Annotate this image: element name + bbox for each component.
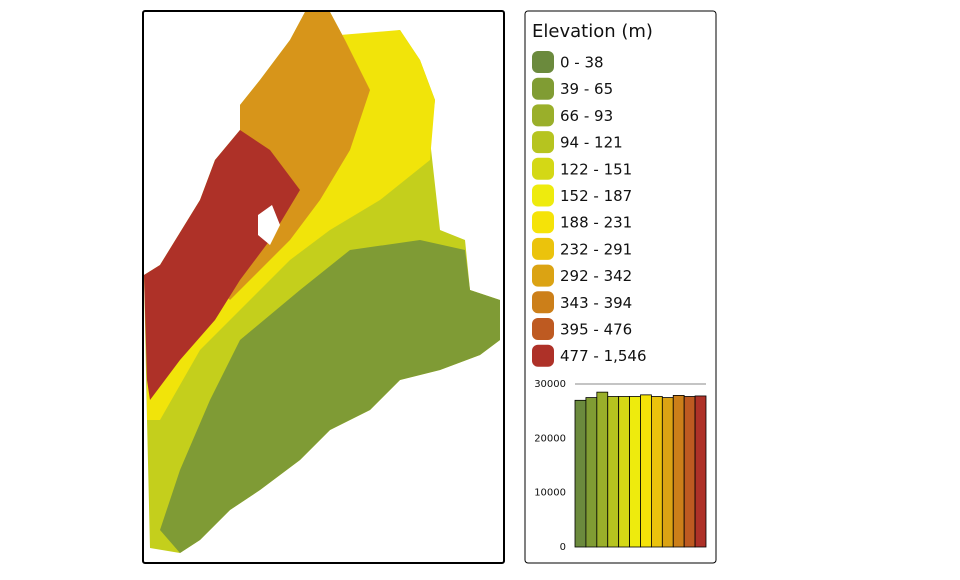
legend-swatch [532,237,554,260]
legend-swatch [532,344,554,367]
legend-label: 66 - 93 [560,107,613,125]
bar [585,397,598,548]
legend-swatch [532,291,554,314]
legend-label: 292 - 342 [560,267,632,285]
map [142,10,505,564]
bar [607,396,620,548]
legend-label: 188 - 231 [560,214,632,232]
legend: Elevation (m) 0 - 38 39 - 65 66 - 93 94 - 1… [524,10,717,564]
bar [672,395,685,548]
legend-swatch [532,318,554,340]
lowland-green [160,240,500,553]
legend-label: 343 - 394 [560,294,632,312]
legend-label: 122 - 151 [560,160,632,178]
bar [596,391,609,548]
legend-label: 232 - 291 [560,240,632,258]
bar [651,396,663,548]
legend-label: 0 - 38 [560,54,604,72]
legend-label: 152 - 187 [560,187,632,205]
bar [661,397,674,548]
bar [694,395,707,548]
legend-label: 94 - 121 [560,134,623,152]
bar [618,396,630,548]
bar [574,399,587,548]
legend-swatch [532,184,554,207]
histogram: 0 10000 20000 30000 [534,379,707,553]
bar [629,396,641,548]
y-tick-label: 30000 [534,379,566,390]
legend-swatch [532,264,554,287]
y-tick-label: 0 [560,542,566,553]
y-tick-label: 10000 [534,488,566,499]
legend-label: 395 - 476 [560,321,632,339]
legend-swatch [532,211,554,234]
legend-items: 0 - 38 39 - 65 66 - 93 94 - 121 122 - 151 152… [532,51,647,367]
legend-swatch [532,104,554,127]
legend-swatch [532,51,554,73]
lake [258,205,280,245]
y-tick-label: 20000 [534,433,566,444]
legend-label: 477 - 1,546 [560,347,647,365]
bar [640,394,652,548]
legend-swatch [532,157,554,180]
legend-label: 39 - 65 [560,80,613,98]
bar [683,396,696,548]
highland-red [144,130,300,400]
legend-title: Elevation (m) [532,21,653,42]
legend-swatch [532,77,554,100]
legend-swatch [532,131,554,154]
